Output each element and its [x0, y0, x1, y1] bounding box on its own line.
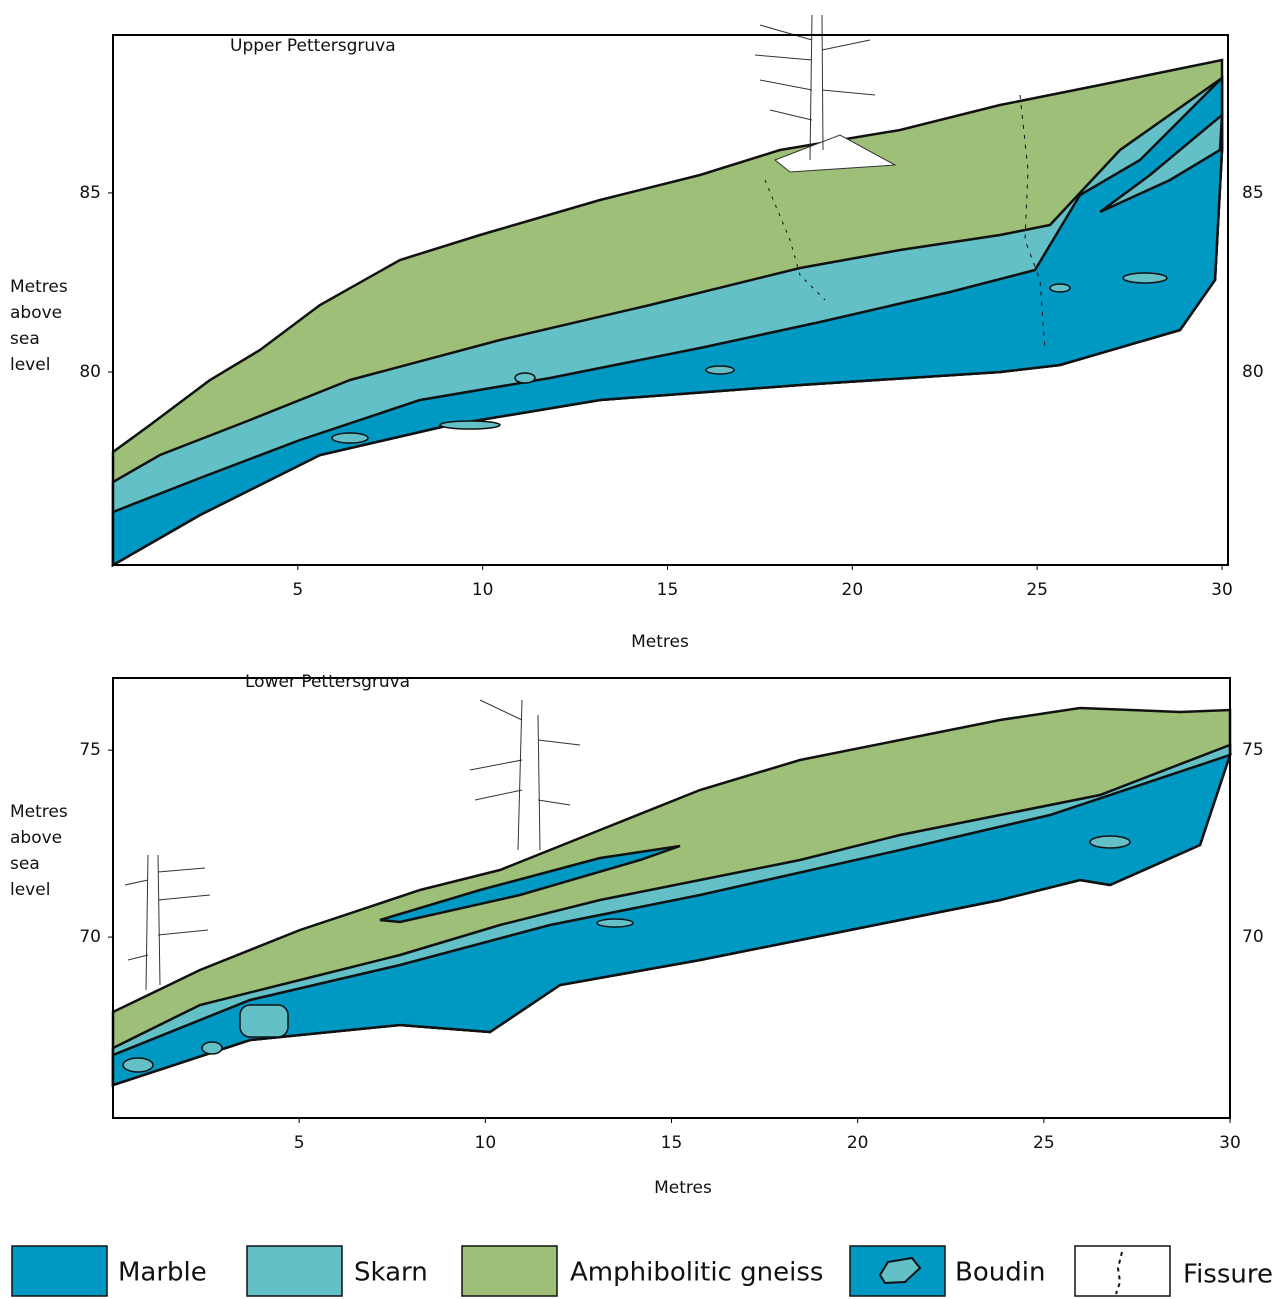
- y-axis-label: Metres: [10, 277, 68, 297]
- x-axis-label: Metres: [654, 1178, 712, 1198]
- legend-label: Fissure: [1183, 1260, 1273, 1290]
- legend: Marble Skarn Amphibolitic gneiss Boudin …: [12, 1246, 1273, 1296]
- upper-section: Upper Pettersgruva Metres Metres above s…: [10, 15, 1228, 652]
- section-title: Upper Pettersgruva: [230, 36, 396, 56]
- y-tick-label-right: 85: [1242, 183, 1264, 203]
- boudin: [597, 919, 633, 927]
- y-tick-label: 80: [79, 362, 101, 382]
- boudin: [440, 421, 500, 429]
- y-tick-label: 85: [79, 183, 101, 203]
- x-tick-label: 20: [842, 580, 864, 600]
- y-tick-label-right: 75: [1242, 740, 1264, 760]
- tree: [125, 855, 210, 990]
- x-tick-label: 30: [1211, 580, 1233, 600]
- x-tick-label: 10: [475, 1133, 497, 1153]
- legend-swatch: [462, 1246, 557, 1296]
- boudin: [332, 433, 368, 443]
- tree: [470, 700, 580, 850]
- legend-swatch: [12, 1246, 107, 1296]
- y-axis-label: Metres: [10, 802, 68, 822]
- boudin: [240, 1005, 288, 1037]
- boudin: [123, 1058, 153, 1072]
- lower-section: Lower Pettersgruva Metres Metres above s…: [10, 672, 1230, 1198]
- x-tick-label: 25: [1026, 580, 1048, 600]
- x-tick-label: 10: [472, 580, 494, 600]
- y-tick-label-right: 70: [1242, 927, 1264, 947]
- boudin: [202, 1042, 222, 1054]
- boudin: [1050, 284, 1070, 292]
- x-tick-label: 25: [1033, 1133, 1055, 1153]
- y-axis-label: sea: [10, 854, 40, 874]
- y-axis-label: level: [10, 355, 50, 375]
- section-title: Lower Pettersgruva: [245, 672, 410, 692]
- boudin: [706, 366, 734, 374]
- y-axis-label: above: [10, 303, 62, 323]
- boudin: [1123, 273, 1167, 283]
- figure: Upper Pettersgruva Metres Metres above s…: [0, 0, 1276, 1299]
- y-axis-label: above: [10, 828, 62, 848]
- boudin: [515, 373, 535, 383]
- y-tick-label: 75: [79, 740, 101, 760]
- legend-label: Amphibolitic gneiss: [570, 1258, 823, 1288]
- y-axis-label: sea: [10, 329, 40, 349]
- y-axis-label: level: [10, 880, 50, 900]
- legend-label: Skarn: [354, 1258, 428, 1288]
- legend-swatch: [247, 1246, 342, 1296]
- x-tick-label: 20: [847, 1133, 869, 1153]
- boudin: [1090, 836, 1130, 848]
- x-axis-label: Metres: [631, 632, 689, 652]
- legend-label: Marble: [118, 1258, 207, 1288]
- x-tick-label: 15: [657, 580, 679, 600]
- x-tick-label: 15: [661, 1133, 683, 1153]
- y-tick-label-right: 80: [1242, 362, 1264, 382]
- y-tick-label: 70: [79, 927, 101, 947]
- x-tick-label: 5: [294, 1133, 305, 1153]
- x-tick-label: 30: [1219, 1133, 1241, 1153]
- legend-label: Boudin: [955, 1258, 1045, 1288]
- x-tick-label: 5: [292, 580, 303, 600]
